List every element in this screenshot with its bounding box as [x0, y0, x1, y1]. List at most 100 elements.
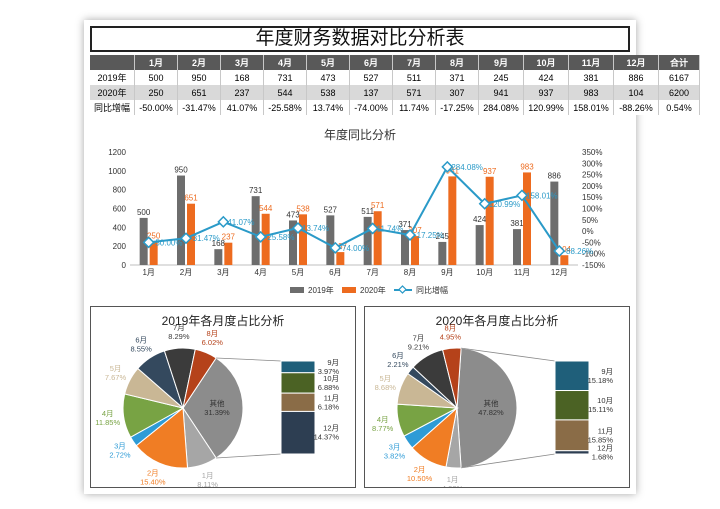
table-cell: 937 [523, 85, 569, 100]
table-row: 2019年 500 950 168 731 473 527 511 371 245 424 381 88… [90, 70, 700, 85]
pie-slice [456, 347, 518, 469]
table-cell: 307 [435, 85, 479, 100]
growth-point [366, 222, 379, 235]
table-cell: 950 [177, 70, 221, 85]
table-cell: 6200 [658, 85, 700, 100]
bar-2020-label: 544 [259, 204, 273, 213]
table-cell: 284.08% [478, 100, 524, 115]
y2-tick-label: 0% [582, 227, 594, 236]
x-tick-label: 9月 [441, 268, 453, 277]
bar-2020 [523, 172, 531, 265]
pie-slice [135, 407, 189, 469]
pie-slice-pct: 8.77% [372, 424, 394, 433]
table-cell: 104 [613, 85, 659, 100]
pie-title: 2019年各月度占比分析 [162, 313, 285, 328]
pie-slice [182, 348, 217, 409]
bar-2020 [411, 236, 419, 265]
table-cell: 0.54% [658, 100, 700, 115]
x-tick-label: 3月 [217, 268, 229, 277]
y-tick-label: 0 [122, 261, 127, 270]
bar-2020 [187, 203, 195, 265]
breakout-segment [280, 372, 316, 394]
pie-slice-label: 其他 [210, 398, 225, 408]
pie-slice-label: 3月 [114, 441, 126, 450]
bar-2020-label: 538 [296, 204, 310, 213]
breakout-label: 12月 [597, 443, 613, 452]
y2-tick-label: 200% [582, 182, 602, 191]
breakout-segment [280, 392, 316, 412]
breakout-label: 9月 [327, 358, 339, 367]
pie-slice-pct: 8.68% [375, 383, 397, 392]
table-body: 2019年 500 950 168 731 473 527 511 371 245 424 381 88… [90, 70, 700, 115]
pie-slice-label: 其他 [484, 398, 499, 408]
bar-2020-label: 237 [222, 233, 236, 242]
bar-2020 [224, 242, 233, 265]
bar-2019-label: 950 [174, 166, 188, 175]
combo-chart-panel: 年度同比分析 0 200 400 600 800 1000 1200 -150% -100% -50… [90, 125, 630, 302]
pie-slice-label: 7月 [413, 334, 425, 343]
breakout-label: 10月 [323, 374, 339, 383]
y-tick-label: 800 [113, 186, 127, 195]
growth-point [329, 241, 342, 254]
breakout-segment [554, 390, 590, 421]
bar-2020 [149, 241, 158, 265]
table-cell: 137 [349, 85, 393, 100]
growth-point [254, 230, 267, 243]
bar-2020 [560, 255, 569, 265]
pie-slice-pct: 9.21% [408, 343, 430, 352]
table-header-cell: 5月 [306, 55, 350, 70]
table-row-label: 同比增幅 [90, 100, 135, 115]
table-header-cell: 11月 [568, 55, 614, 70]
legend-swatch-2019 [290, 287, 304, 293]
pie-slice-label: 5月 [110, 364, 122, 373]
combo-chart: 年度同比分析 0 200 400 600 800 1000 1200 -150% -100% -50… [108, 127, 605, 295]
breakout-segment [554, 450, 590, 455]
growth-label: -31.47% [190, 234, 220, 243]
table-header-cell: 8月 [435, 55, 479, 70]
data-table: 1月 2月 3月 4月 5月 6月 7月 8月 9月 10月 11月 12月 合计 2019年 500 95… [90, 55, 700, 115]
pie-slice-pct: 6.02% [202, 338, 224, 347]
bar-2020-label: 571 [371, 201, 385, 210]
table-header-cell: 10月 [523, 55, 569, 70]
bar-2019 [401, 230, 409, 265]
bar-2019-label: 381 [510, 219, 524, 228]
bar-2020-label: 307 [408, 226, 422, 235]
table-cell: -31.47% [177, 100, 221, 115]
table-row: 2020年 250 651 237 544 538 137 571 307 941 937 983 10… [90, 85, 700, 100]
growth-label: 158.01% [526, 191, 558, 200]
pie-slice-label: 4月 [377, 415, 389, 424]
growth-label: -17.25% [414, 231, 444, 240]
y2-tick-label: 350% [582, 148, 602, 157]
bar-2019-label: 168 [212, 239, 226, 248]
table-cell: 731 [263, 70, 307, 85]
y2-tick-label: 150% [582, 193, 602, 202]
breakout-pct: 15.85% [588, 435, 614, 444]
bar-2019-label: 473 [286, 210, 300, 219]
pie-slice-pct: 15.40% [140, 478, 166, 487]
y2-tick-label: -100% [582, 250, 605, 259]
table-cell: 538 [306, 85, 350, 100]
table-cell: 6167 [658, 70, 700, 85]
bar-2019-label: 371 [398, 220, 412, 229]
table-header-cell: 3月 [220, 55, 264, 70]
pie-title: 2020年各月度占比分析 [436, 313, 559, 328]
chart-title: 年度同比分析 [324, 127, 396, 142]
growth-line [148, 165, 561, 252]
table-cell: 371 [435, 70, 479, 85]
pie-slice-pct: 8.11% [197, 480, 218, 487]
table-cell: 983 [568, 85, 614, 100]
table-cell: 168 [220, 70, 264, 85]
bar-2019-label: 527 [324, 205, 338, 214]
y2-tick-label: 50% [582, 216, 598, 225]
table-cell: 13.74% [306, 100, 350, 115]
pie-slice-label: 3月 [389, 442, 401, 451]
breakout-segment [554, 360, 590, 392]
table-header-cell: 9月 [478, 55, 524, 70]
pie-slice-label: 6月 [135, 336, 147, 345]
y-tick-label: 600 [113, 205, 127, 214]
y2-tick-label: -150% [582, 261, 605, 270]
y-tick-label: 1000 [108, 167, 126, 176]
growth-label: 284.08% [451, 163, 483, 172]
x-tick-label: 8月 [404, 268, 416, 277]
